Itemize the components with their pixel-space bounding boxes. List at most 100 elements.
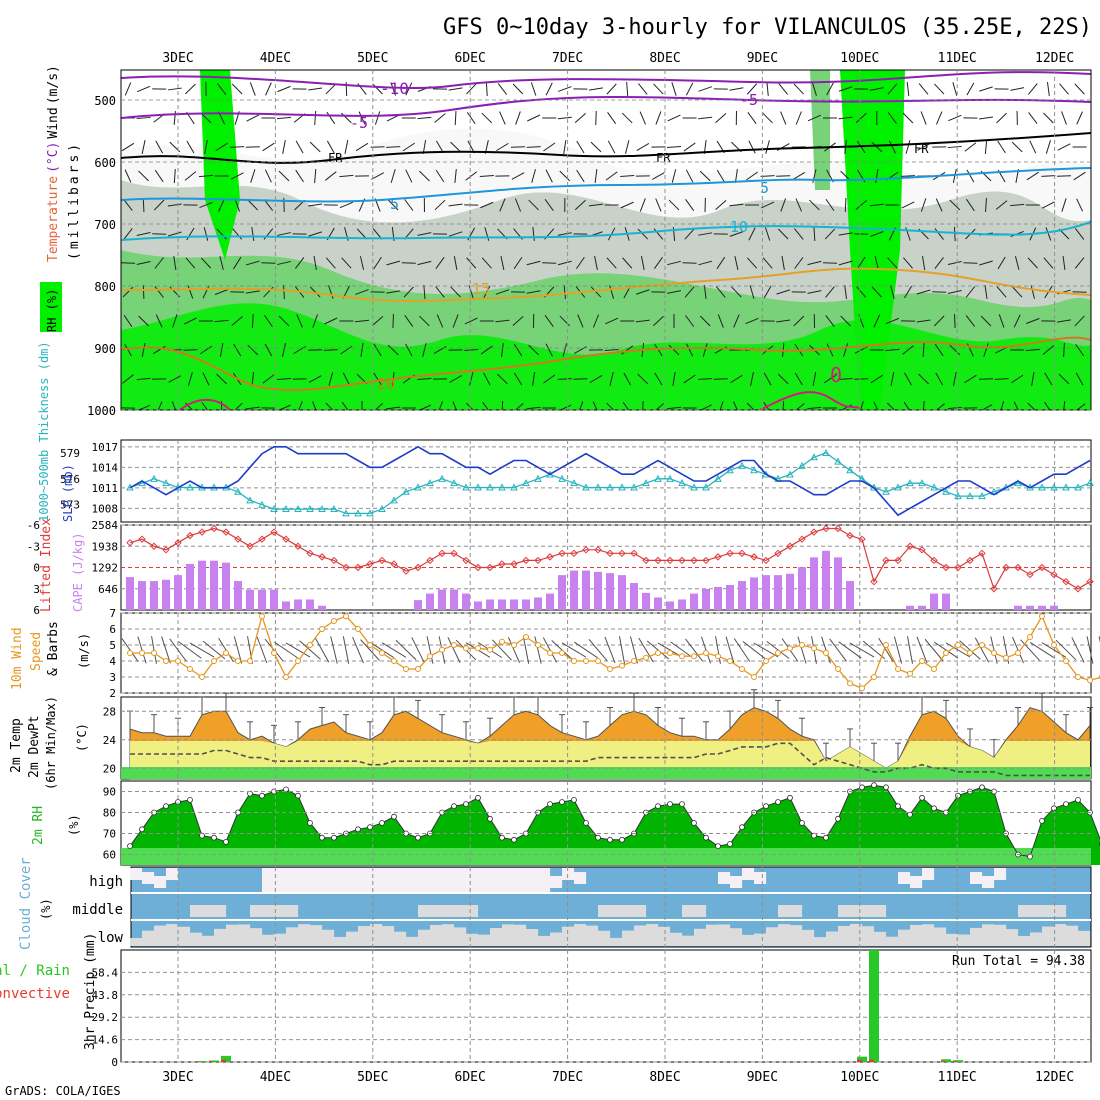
cape-bar	[198, 560, 206, 610]
cape-bar	[558, 575, 566, 610]
precip-tick-label: 29.2	[92, 1011, 119, 1024]
day-label-bottom: 5DEC	[357, 1070, 388, 1085]
cape-bar	[1026, 605, 1034, 610]
wind10m-barb	[285, 642, 311, 658]
cloud-low-gap	[262, 934, 275, 946]
cape-bar	[642, 592, 650, 610]
upper-wind-barb	[637, 228, 649, 240]
lifted-index-tick-label: 6	[33, 604, 40, 617]
upper-wind-barb	[782, 400, 785, 410]
upper-wind-barb	[626, 81, 629, 97]
wind10m-barb	[189, 642, 215, 658]
upper-wind-barb	[639, 198, 646, 212]
upper-wind-barb	[342, 372, 351, 386]
lifted-index-marker	[426, 556, 434, 565]
upper-wind-barb	[142, 197, 145, 213]
contour-label-5a: 5	[390, 195, 399, 213]
cloud-low-gap	[1078, 930, 1091, 946]
lifted-index-marker	[1050, 570, 1058, 579]
wind-speed-marker	[1051, 642, 1057, 648]
rh-unit: (%)	[67, 814, 81, 836]
rh-marker	[163, 803, 169, 810]
upper-wind-barb	[497, 373, 508, 385]
upper-wind-barb	[557, 232, 572, 236]
upper-wind-barb	[621, 345, 634, 355]
upper-wind-barb	[776, 319, 791, 323]
upper-wind-barb	[577, 401, 584, 410]
upper-wind-barb	[1063, 342, 1065, 358]
upper-wind-barb	[216, 83, 227, 95]
upper-wind-barb	[607, 111, 617, 125]
wind-speed-marker	[979, 642, 985, 648]
lifted-index-marker	[186, 531, 194, 540]
upper-wind-barb	[698, 260, 713, 266]
upper-wind-barb	[875, 169, 879, 183]
upper-wind-barb	[638, 83, 648, 95]
rh-marker	[703, 834, 709, 841]
wind-speed-marker	[175, 658, 181, 664]
upper-wind-barb	[684, 286, 695, 298]
upper-wind-barb	[219, 256, 224, 270]
lifted-index-marker	[1062, 577, 1070, 586]
upper-wind-barb	[495, 289, 510, 295]
cloud-low-gap	[658, 926, 671, 946]
upper-wind-barb	[450, 141, 461, 153]
thickness-marker	[918, 479, 926, 487]
upper-wind-barb	[340, 345, 353, 355]
upper-wind-barb	[1045, 140, 1051, 154]
upper-wind-barb	[812, 372, 817, 386]
upper-wind-barb	[282, 140, 286, 154]
cloud-high-gap	[730, 876, 743, 888]
rh-marker	[1027, 853, 1033, 860]
upper-wind-barb	[527, 114, 541, 122]
cloud-high-gap	[154, 876, 167, 888]
cloud-low-gap	[850, 924, 863, 946]
upper-wind-barb	[265, 82, 272, 96]
rh-marker	[931, 805, 937, 812]
wind-speed-marker	[1015, 650, 1021, 656]
wind-speed-marker	[787, 645, 793, 652]
thickness-marker	[1062, 483, 1070, 491]
upper-wind-barb	[890, 372, 895, 386]
cloud-high-gap	[406, 868, 419, 892]
thickness-marker	[294, 505, 302, 513]
upper-wind-barb	[373, 256, 382, 270]
wind-speed-marker	[727, 658, 733, 664]
upper-wind-barb	[668, 344, 680, 356]
upper-wind-barb	[795, 111, 802, 125]
precip-bars	[197, 950, 963, 1062]
lifted-index-marker	[654, 556, 662, 565]
upper-wind-barb	[685, 82, 694, 96]
lifted-index-line	[129, 527, 1091, 591]
lifted-index-marker	[858, 535, 866, 543]
cloud-mid-gap	[454, 905, 467, 917]
upper-wind-barb	[231, 402, 243, 410]
upper-wind-barb	[793, 403, 805, 410]
cloud-mid-gap	[274, 905, 287, 917]
cloud-low-gap	[766, 927, 779, 946]
wind-tick-label: 5	[109, 639, 116, 652]
wind10m-barb	[916, 636, 928, 664]
upper-wind-barb	[483, 372, 491, 386]
wind10m-barb	[178, 641, 202, 659]
cloud-low-gap	[994, 924, 1007, 946]
thickness-marker	[798, 461, 806, 469]
cloud-high-gap	[454, 868, 467, 892]
upper-wind-barb	[417, 260, 432, 266]
cloud-high-gap	[970, 872, 983, 884]
upper-wind-barb	[1025, 348, 1040, 352]
upper-wind-barb	[843, 343, 849, 357]
run-total: Run Total = 94.38	[952, 954, 1085, 969]
upper-wind-barb	[122, 374, 134, 384]
thickness-markers	[126, 448, 1094, 517]
day-label-top: 7DEC	[552, 51, 583, 66]
upper-wind-barb	[124, 169, 132, 183]
lifted-index-marker	[1002, 563, 1010, 572]
upper-wind-barb	[544, 199, 554, 211]
lifted-index-marker	[210, 524, 218, 533]
precip-convective-bar	[953, 1061, 958, 1062]
cloud-high-gap	[538, 868, 551, 892]
wind-speed-marker	[331, 618, 337, 624]
upper-wind-barb	[576, 140, 585, 154]
cloud-low-gap	[214, 928, 227, 946]
